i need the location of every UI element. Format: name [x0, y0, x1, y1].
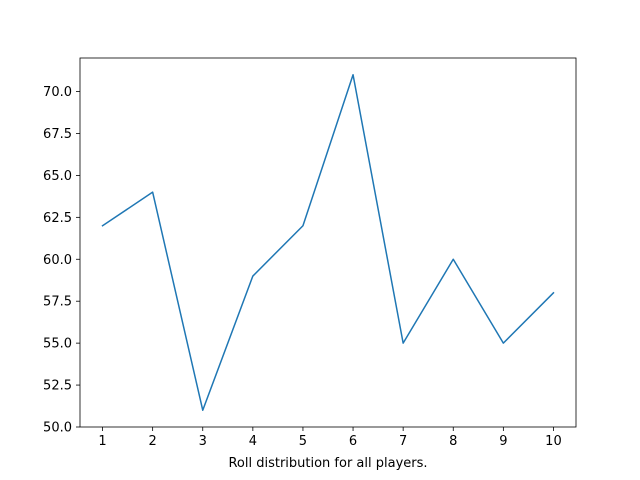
axes-frame — [79, 57, 577, 428]
x-tick-label: 1 — [98, 434, 106, 449]
y-tick-label: 52.5 — [43, 379, 72, 394]
plot-area: 1 2 3 4 5 6 7 8 9 10 50.0 52.5 55.0 57.5 60.0 62.5 65.0 6… — [43, 57, 577, 449]
y-tick-label: 70.0 — [43, 85, 72, 100]
x-axis-label: Roll distribution for all players. — [228, 456, 427, 471]
x-tick-label: 2 — [149, 434, 157, 449]
x-tick-label: 8 — [449, 434, 457, 449]
x-tick-label: 4 — [249, 434, 257, 449]
x-tick-label: 9 — [499, 434, 507, 449]
y-tick-label: 62.5 — [43, 211, 72, 226]
y-tick-label: 60.0 — [43, 253, 72, 268]
x-tick-label: 10 — [545, 434, 562, 449]
y-tick-label: 50.0 — [43, 421, 72, 436]
x-tick-label: 6 — [349, 434, 357, 449]
x-tick-label: 3 — [199, 434, 207, 449]
y-tick-label: 65.0 — [43, 169, 72, 184]
x-tick-label: 7 — [399, 434, 407, 449]
y-tick-label: 57.5 — [43, 295, 72, 310]
series-line — [101, 74, 555, 411]
y-tick-label: 67.5 — [43, 127, 72, 142]
y-tick-label: 55.0 — [43, 337, 72, 352]
x-tick-label: 5 — [299, 434, 307, 449]
